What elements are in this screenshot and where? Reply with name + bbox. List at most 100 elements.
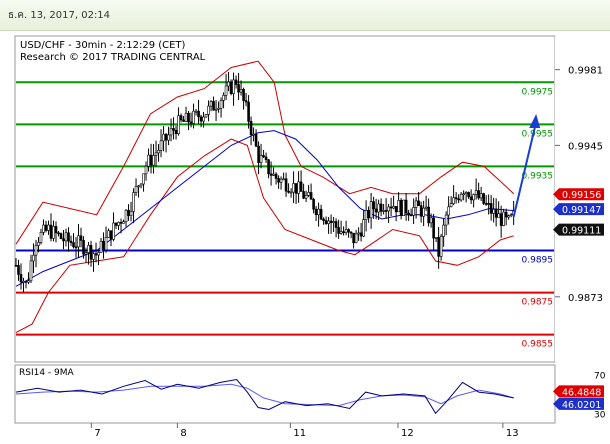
candle-body — [249, 121, 253, 136]
candle — [112, 212, 115, 242]
price-tick-label: 0.9945 — [568, 141, 603, 152]
candle-body — [307, 192, 310, 196]
candle-body — [472, 194, 475, 201]
candle — [47, 220, 50, 235]
candle — [284, 172, 288, 197]
candle-body — [389, 206, 393, 209]
candle — [424, 195, 428, 212]
candle-body — [407, 212, 410, 216]
candle-body — [132, 192, 135, 212]
candle-body — [462, 193, 465, 196]
candle — [464, 191, 468, 203]
candle-body — [122, 221, 125, 224]
candle — [54, 221, 58, 243]
candle — [499, 205, 503, 238]
candle — [307, 184, 310, 198]
candle — [82, 236, 85, 259]
time-tick-label: 7 — [94, 428, 100, 439]
candle — [304, 190, 308, 203]
candle-body — [47, 224, 50, 231]
candle — [44, 220, 48, 233]
candle-body — [189, 121, 193, 124]
candle-body — [39, 231, 43, 243]
candle-body — [502, 211, 505, 226]
candle-body — [379, 203, 383, 212]
candle-body — [309, 192, 313, 200]
level-label-0.9975: 0.9975 — [522, 87, 554, 97]
candle-body — [372, 201, 375, 210]
candle-body — [454, 197, 458, 200]
candle — [184, 106, 188, 122]
candle — [319, 204, 323, 221]
level-label-0.9955: 0.9955 — [522, 129, 554, 139]
candles-layer — [14, 71, 515, 292]
candle-body — [509, 214, 513, 217]
candle — [229, 79, 233, 96]
candle-body — [232, 79, 235, 94]
candle-body — [332, 221, 335, 223]
candle-body — [124, 209, 128, 222]
candle-body — [457, 198, 460, 201]
candle-body — [329, 220, 333, 223]
candle — [437, 226, 440, 269]
candle — [292, 171, 295, 204]
candle-body — [292, 183, 295, 193]
candle-body — [74, 246, 78, 249]
candle-body — [32, 254, 35, 262]
rsi-badge-bg — [553, 385, 604, 398]
candle-body — [364, 210, 368, 220]
candle-body — [94, 253, 98, 256]
price-badge-bg — [553, 203, 604, 216]
candle — [479, 186, 483, 202]
candle-body — [477, 190, 480, 199]
candle-body — [432, 217, 435, 239]
candle-body — [137, 185, 140, 188]
candle — [22, 277, 25, 292]
candle-body — [409, 214, 413, 217]
candle — [344, 220, 348, 236]
candle-body — [177, 115, 180, 134]
candle — [392, 195, 395, 210]
candle — [102, 232, 105, 259]
time-tick-label: 8 — [180, 428, 186, 439]
candle-body — [202, 116, 205, 122]
candle-body — [342, 231, 345, 233]
candle — [194, 108, 198, 116]
candle — [159, 129, 163, 158]
candle — [369, 192, 373, 229]
candle-body — [67, 232, 70, 242]
candle-body — [107, 230, 110, 238]
candle-body — [449, 203, 453, 208]
price-tick-label: 0.9873 — [568, 293, 603, 304]
candle-body — [367, 210, 370, 219]
candle-body — [354, 233, 358, 244]
candle-body — [352, 232, 355, 244]
chart-title: USD/CHF - 30min - 2:12:29 (CET) — [20, 40, 186, 51]
rsi-tick-label: 30 — [594, 410, 606, 420]
candle — [324, 216, 328, 225]
candle-body — [17, 265, 20, 275]
candle-body — [474, 190, 478, 195]
candle-body — [144, 165, 148, 175]
candle-body — [102, 241, 105, 251]
candle — [157, 144, 160, 162]
candle — [119, 218, 123, 234]
candle-body — [42, 224, 45, 233]
candle — [507, 214, 510, 220]
candle — [72, 233, 75, 249]
candle-body — [412, 207, 415, 216]
candle-body — [374, 208, 378, 213]
candle — [394, 206, 398, 222]
candle — [34, 239, 38, 268]
candle-body — [269, 173, 273, 176]
candle-body — [394, 206, 398, 213]
candle — [472, 193, 475, 208]
candle — [227, 71, 230, 92]
candle — [467, 191, 470, 199]
candle-body — [162, 133, 165, 142]
candle-body — [347, 229, 350, 233]
candle-body — [359, 232, 363, 237]
candle-body — [424, 206, 428, 209]
candle — [97, 250, 100, 266]
candle-body — [437, 237, 440, 257]
